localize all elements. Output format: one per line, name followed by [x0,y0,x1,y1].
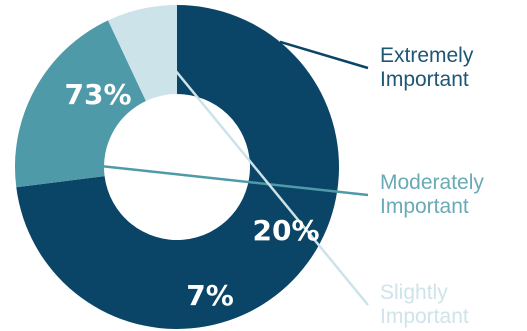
legend-label-extremely-important: Extremely Important [380,44,474,91]
slice-extremely-important [16,5,339,329]
legend-label-line: Extremely [380,44,474,67]
slice-slightly-important [108,4,177,101]
legend-label-line: Important [380,68,469,91]
legend-label-slightly-important: Slightly Important [380,281,469,328]
legend-label-line: Important [380,305,469,328]
leader-line-slightly-important [126,11,369,306]
leader-line-extremely-important [279,40,369,70]
slice-value-labels: 73% 20% 7% [64,78,319,312]
value-label-moderately-important: 20% [252,214,319,247]
donut-slices [14,4,339,329]
legend-leader-lines [15,11,369,306]
legend-label-line: Important [380,195,469,218]
leader-line-moderately-important [15,155,369,197]
value-label-extremely-important: 73% [64,78,131,111]
legend-label-moderately-important: Moderately Important [380,171,484,218]
slice-moderately-important [14,20,146,188]
legend-label-line: Slightly [380,281,448,304]
legend-label-line: Moderately [380,171,484,194]
value-label-slightly-important: 7% [186,279,234,312]
